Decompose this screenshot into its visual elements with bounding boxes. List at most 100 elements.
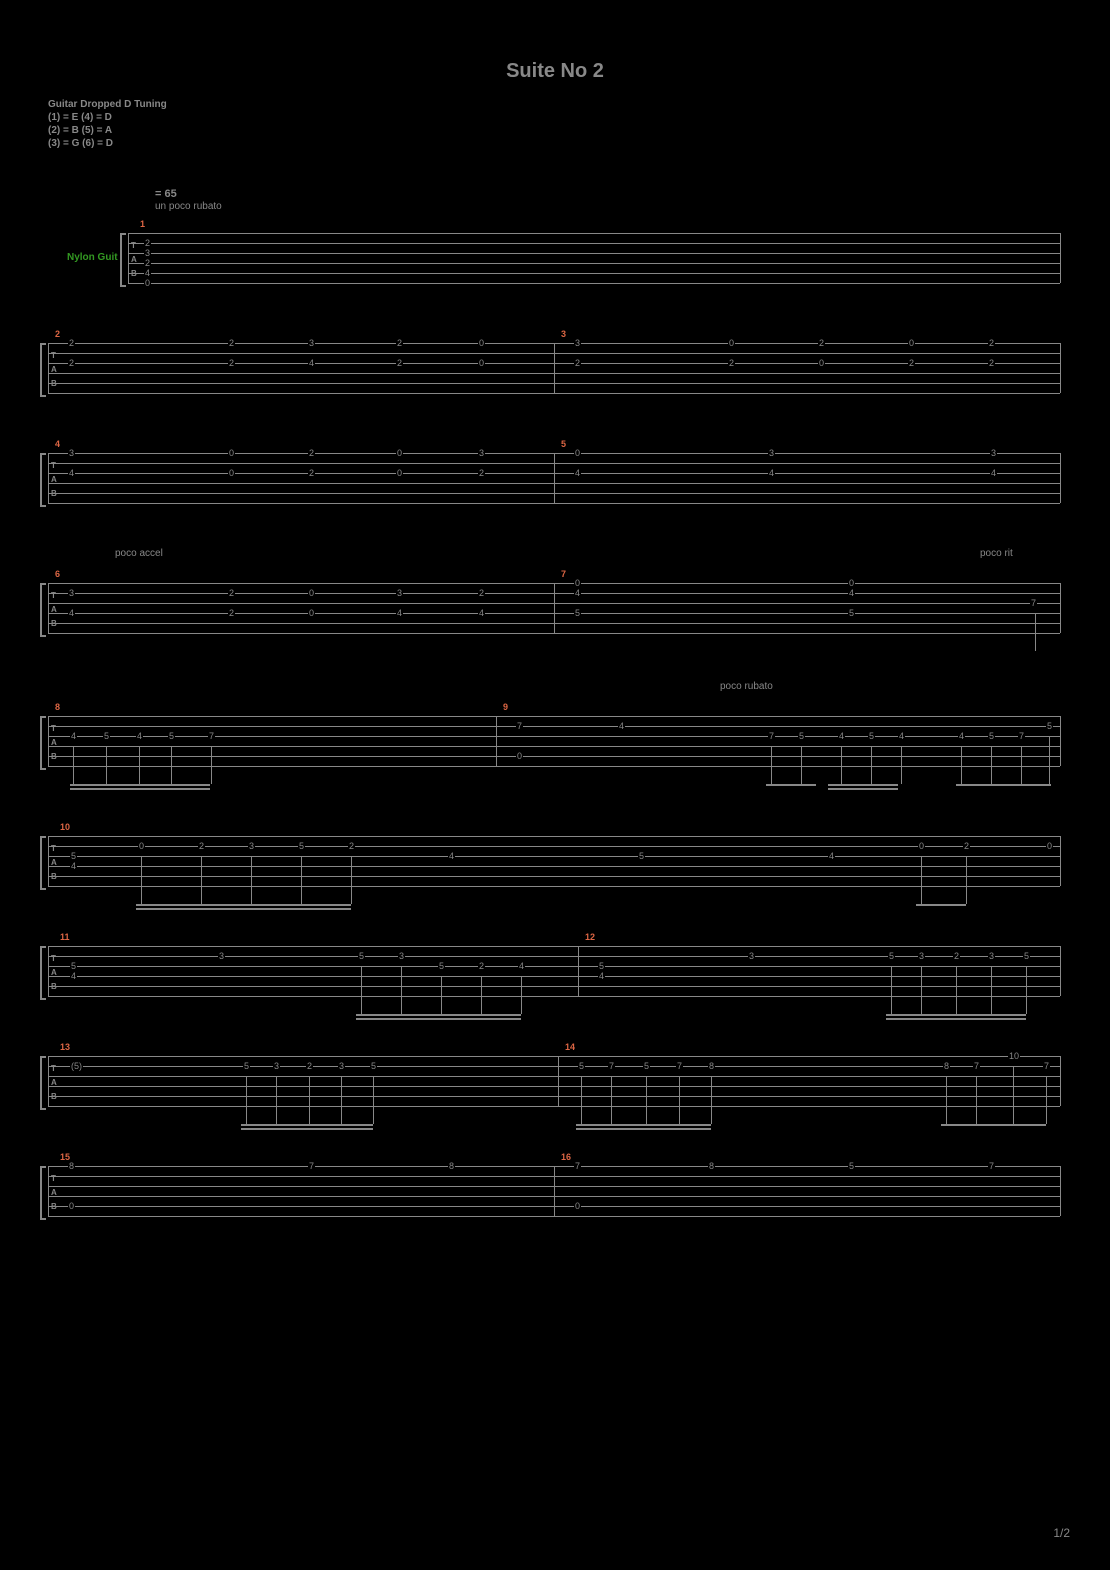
- fret-number: 0: [144, 278, 151, 288]
- fret-number: 4: [518, 961, 525, 971]
- string-label: A: [51, 605, 57, 614]
- stem: [1035, 613, 1036, 651]
- fret-number: 7: [574, 1161, 581, 1171]
- stem: [211, 746, 212, 784]
- fret-number: 4: [308, 358, 315, 368]
- fret-number: 0: [228, 448, 235, 458]
- fret-number: 3: [248, 841, 255, 851]
- fret-number: 5: [598, 961, 605, 971]
- fret-number: 3: [273, 1061, 280, 1071]
- fret-number: 5: [868, 731, 875, 741]
- fret-number: 8: [708, 1161, 715, 1171]
- fret-number: 0: [308, 608, 315, 618]
- string-label: B: [131, 269, 137, 278]
- string-label: A: [131, 255, 137, 264]
- stem: [309, 1076, 310, 1124]
- fret-number: 3: [748, 951, 755, 961]
- stem: [521, 976, 522, 1014]
- fret-number: 3: [338, 1061, 345, 1071]
- string-label: T: [51, 351, 56, 360]
- tab-line: [48, 766, 1060, 767]
- tab-line: [48, 633, 1060, 634]
- tab-line: [48, 393, 1060, 394]
- fret-number: 0: [818, 358, 825, 368]
- fret-number: 4: [68, 608, 75, 618]
- tab-line: [128, 243, 1060, 244]
- fret-number: 0: [396, 448, 403, 458]
- string-label: A: [51, 968, 57, 977]
- barline: [1060, 946, 1061, 996]
- annotation: poco accel: [115, 548, 163, 559]
- beam: [828, 788, 898, 790]
- fret-number: 7: [516, 721, 523, 731]
- fret-number: 7: [1018, 731, 1025, 741]
- stem: [1049, 736, 1050, 784]
- beam: [941, 1124, 1046, 1126]
- stem: [646, 1076, 647, 1124]
- tuning-info: Guitar Dropped D Tuning (1) = E (4) = D …: [48, 98, 167, 150]
- fret-number: 4: [848, 588, 855, 598]
- fret-number: 0: [478, 358, 485, 368]
- stem: [246, 1076, 247, 1124]
- string-label: T: [51, 954, 56, 963]
- fret-number: 0: [516, 751, 523, 761]
- tab-line: [48, 876, 1060, 877]
- stem: [771, 746, 772, 784]
- fret-number: 3: [574, 338, 581, 348]
- system-bracket: [120, 233, 126, 287]
- stem: [251, 856, 252, 904]
- fret-number: 2: [348, 841, 355, 851]
- fret-number: 2: [396, 338, 403, 348]
- stem: [946, 1076, 947, 1124]
- measure-number: 6: [55, 569, 60, 579]
- fret-number: 10: [1008, 1051, 1020, 1061]
- tab-line: [48, 726, 1060, 727]
- stem: [139, 746, 140, 784]
- tab-line: [48, 1066, 1060, 1067]
- fret-number: 7: [988, 1161, 995, 1171]
- fret-number: 2: [228, 588, 235, 598]
- fret-number: 2: [728, 358, 735, 368]
- fret-number: 4: [574, 588, 581, 598]
- string-label: T: [131, 241, 136, 250]
- tab-line: [48, 886, 1060, 887]
- barline: [1060, 233, 1061, 283]
- fret-number: 2: [396, 358, 403, 368]
- measure-number: 7: [561, 569, 566, 579]
- stem: [871, 746, 872, 784]
- barline: [1060, 1056, 1061, 1106]
- fret-number: 5: [798, 731, 805, 741]
- stem: [1046, 1076, 1047, 1124]
- page-title: Suite No 2: [0, 0, 1110, 83]
- beam: [576, 1124, 711, 1126]
- tab-system: TAB8945457704754544575: [48, 716, 1060, 766]
- system-bracket: [40, 343, 46, 397]
- fret-number: 0: [574, 578, 581, 588]
- fret-number: 5: [1023, 951, 1030, 961]
- beam: [241, 1124, 373, 1126]
- fret-number: 7: [768, 731, 775, 741]
- measure-number: 10: [60, 822, 70, 832]
- fret-number: 7: [1043, 1061, 1050, 1071]
- stem: [373, 1076, 374, 1124]
- fret-number: 3: [308, 338, 315, 348]
- system-bracket: [40, 946, 46, 1000]
- fret-number: 5: [70, 851, 77, 861]
- fret-number: 8: [943, 1061, 950, 1071]
- string-label: T: [51, 1064, 56, 1073]
- fret-number: 4: [828, 851, 835, 861]
- fret-number: 5: [298, 841, 305, 851]
- stem: [106, 746, 107, 784]
- stem: [401, 966, 402, 1014]
- tab-line: [128, 263, 1060, 264]
- tab-line: [128, 273, 1060, 274]
- barline: [48, 583, 49, 633]
- fret-number: 2: [198, 841, 205, 851]
- fret-number: 3: [478, 448, 485, 458]
- page-number: 1/2: [1053, 1526, 1070, 1540]
- tab-line: [128, 233, 1060, 234]
- fret-number: 2: [908, 358, 915, 368]
- tab-line: [48, 866, 1060, 867]
- fret-number: 2: [988, 358, 995, 368]
- tempo-bpm: = 65: [155, 188, 177, 200]
